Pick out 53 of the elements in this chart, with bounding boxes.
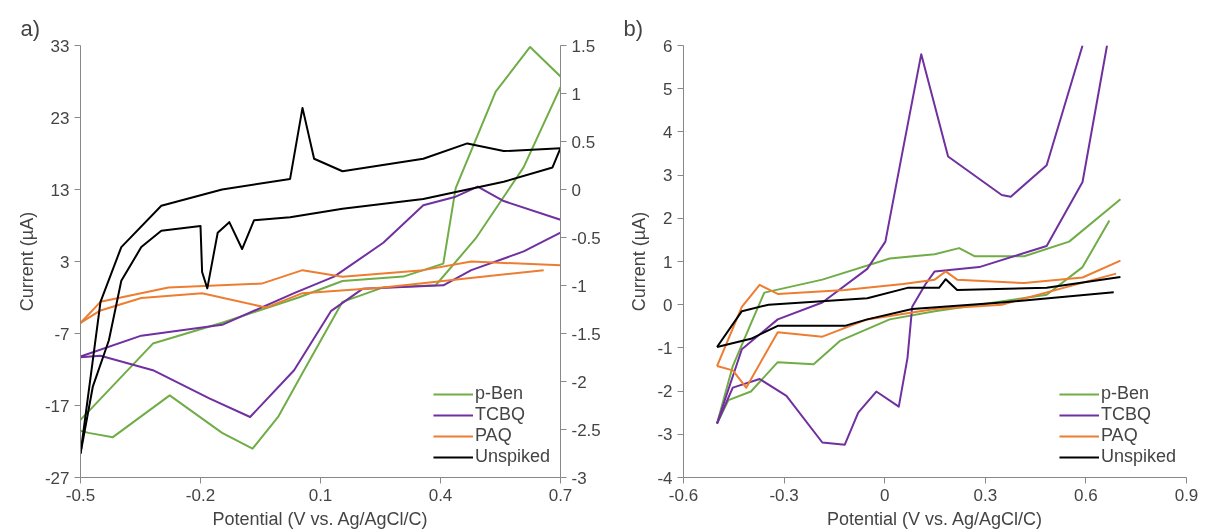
y2-tick-label: -1 <box>571 276 587 296</box>
x-tick-label: 0.3 <box>973 485 998 505</box>
y-tick-label: -1 <box>657 338 673 358</box>
y-axis-title: Current (µA) <box>16 211 37 312</box>
y-tick-label: -3 <box>657 425 673 445</box>
y-tick-label: 5 <box>663 79 673 99</box>
x-tick-label: -0.5 <box>65 485 96 505</box>
y-tick-label: 33 <box>50 36 70 56</box>
y2-tick-label: -2.5 <box>571 420 601 440</box>
x-tick-label: 0.6 <box>1074 485 1098 505</box>
y-tick-label: 23 <box>50 108 70 128</box>
legend-label: PAQ <box>1100 425 1138 446</box>
x-tick-label: -0.6 <box>668 485 699 505</box>
y2-tick-label: 0.5 <box>571 132 596 152</box>
y-tick-label: 0 <box>663 295 673 315</box>
x-tick-label: 0.7 <box>548 485 573 505</box>
y2-tick-label: 1 <box>571 84 581 104</box>
y-axis-title: Current (µA) <box>629 211 650 312</box>
y-tick-label: 6 <box>663 36 673 56</box>
y2-tick-label: -3 <box>571 468 587 488</box>
y-tick-label: 3 <box>60 252 70 272</box>
y-tick-label: -27 <box>44 468 70 488</box>
y-tick-label: -4 <box>657 468 673 488</box>
y-tick-label: -7 <box>54 324 70 344</box>
legend-label: PAQ <box>474 425 512 446</box>
legend-label: TCBQ <box>1100 404 1151 425</box>
x-tick-label: 0 <box>879 485 890 505</box>
x-tick-label: 0.9 <box>1174 485 1199 505</box>
y-tick-label: 4 <box>663 122 673 142</box>
x-tick-label: -0.3 <box>769 485 799 505</box>
y-tick-label: -17 <box>44 396 70 416</box>
x-tick-label: 0.1 <box>308 485 333 505</box>
text: a) <box>20 15 41 41</box>
x-tick-label: 0.4 <box>428 485 453 505</box>
y-tick-label: 2 <box>663 209 673 229</box>
y-tick-label: 13 <box>50 180 70 200</box>
text: b) <box>623 15 644 41</box>
y2-tick-label: 0 <box>571 180 581 200</box>
y-tick-label: 1 <box>663 252 673 272</box>
y2-tick-label: 1.5 <box>571 36 596 56</box>
legend-label: TCBQ <box>474 404 525 425</box>
x-axis-title: Potential (V vs. Ag/AgCl/C) <box>826 508 1043 529</box>
x-tick-label: -0.2 <box>185 485 216 505</box>
legend-label: p-Ben <box>1100 383 1149 404</box>
y2-tick-label: -2 <box>571 372 587 392</box>
y2-tick-label: -1.5 <box>571 324 601 344</box>
x-axis-title: Potential (V vs. Ag/AgCl/C) <box>212 508 428 529</box>
y-tick-label: 3 <box>663 166 673 186</box>
y2-tick-label: -0.5 <box>571 228 601 248</box>
y-tick-label: -2 <box>657 382 673 402</box>
legend-label: Unspiked <box>474 446 550 467</box>
legend-label: p-Ben <box>474 383 523 404</box>
legend-label: Unspiked <box>1100 446 1176 467</box>
